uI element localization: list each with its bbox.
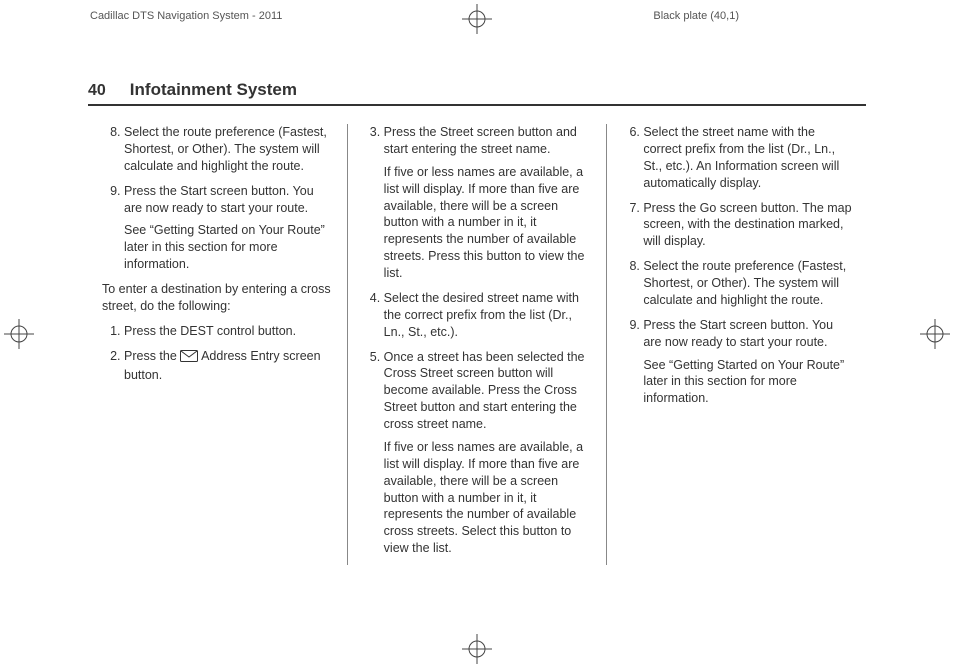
list-item: Select the route preference (Fastest, Sh… [124, 124, 333, 175]
list-item: Press the Address Entry screen button. [124, 348, 333, 384]
crop-mark-left [4, 319, 34, 349]
section-header: 40 Infotainment System [88, 80, 866, 106]
plate-label: Black plate (40,1) [653, 10, 739, 22]
list-item-sub: If five or less names are available, a l… [384, 164, 593, 282]
list-item-text: Select the desired street name with the … [384, 291, 579, 339]
col3-list: Select the street name with the correct … [621, 124, 852, 407]
crop-mark-bottom [462, 634, 492, 664]
list-item-sub: See “Getting Started on Your Route” late… [643, 357, 852, 408]
list-item: Press the DEST control button. [124, 323, 333, 340]
list-item-text: Press the DEST control button. [124, 324, 296, 338]
page-number: 40 [88, 82, 106, 100]
doc-title: Cadillac DTS Navigation System - 2011 [90, 10, 282, 22]
list-item-text: Press the Go screen button. The map scre… [643, 201, 851, 249]
column-3: Select the street name with the correct … [606, 124, 866, 565]
list-item-text: Select the street name with the correct … [643, 125, 839, 190]
list-item-text: Select the route preference (Fastest, Sh… [124, 125, 327, 173]
list-item: Press the Go screen button. The map scre… [643, 200, 852, 251]
list-item: Press the Start screen button. You are n… [643, 317, 852, 407]
address-entry-icon [180, 350, 198, 367]
list-item: Once a street has been selected the Cros… [384, 349, 593, 558]
crop-mark-top [462, 4, 492, 34]
section-title: Infotainment System [130, 80, 297, 100]
list-item-text: Select the route preference (Fastest, Sh… [643, 259, 846, 307]
list-item-text: Once a street has been selected the Cros… [384, 350, 585, 432]
list-item: Press the Street screen button and start… [384, 124, 593, 282]
list-item: Select the street name with the correct … [643, 124, 852, 192]
column-2: Press the Street screen button and start… [347, 124, 607, 565]
crop-mark-right [920, 319, 950, 349]
list-item-text: Press the Start screen button. You are n… [643, 318, 833, 349]
col1-list-a: Select the route preference (Fastest, Sh… [102, 124, 333, 273]
list-item: Select the route preference (Fastest, Sh… [643, 258, 852, 309]
list-item-sub: If five or less names are available, a l… [384, 439, 593, 557]
col2-list: Press the Street screen button and start… [362, 124, 593, 557]
column-1: Select the route preference (Fastest, Sh… [88, 124, 347, 565]
list-item-text: Press the Start screen button. You are n… [124, 184, 314, 215]
col1-list-b: Press the DEST control button. Press the… [102, 323, 333, 384]
list-item: Select the desired street name with the … [384, 290, 593, 341]
list-item: Press the Start screen button. You are n… [124, 183, 333, 273]
list-item-text: Press the Street screen button and start… [384, 125, 577, 156]
list-item-text-prefix: Press the [124, 349, 180, 363]
col1-intro: To enter a destination by entering a cro… [102, 281, 333, 315]
page-body: 40 Infotainment System Select the route … [88, 80, 866, 628]
columns: Select the route preference (Fastest, Sh… [88, 124, 866, 565]
list-item-sub: See “Getting Started on Your Route” late… [124, 222, 333, 273]
